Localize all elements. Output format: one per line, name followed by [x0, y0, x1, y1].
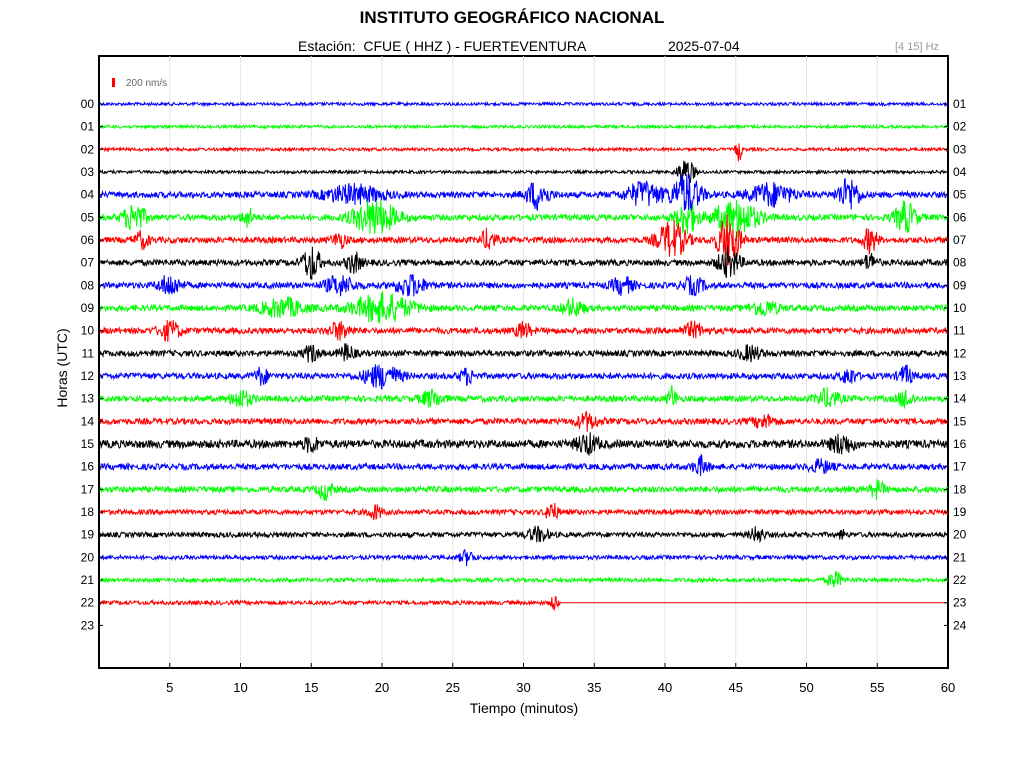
trace-hour-19	[99, 525, 948, 544]
x-tick-label: 25	[446, 680, 460, 695]
scale-bar-mark	[112, 78, 115, 87]
trace-hour-01	[99, 123, 949, 131]
y-tick-label-left: 04	[81, 188, 95, 202]
y-tick-label-right: 20	[953, 528, 967, 542]
y-tick-label-left: 17	[81, 482, 95, 496]
trace-hour-18	[99, 502, 949, 521]
y-tick-label-right: 03	[953, 142, 967, 156]
filter-band-label: [4 15] Hz	[895, 41, 940, 53]
y-tick-label-right: 21	[953, 550, 967, 564]
trace-hour-03	[99, 160, 949, 183]
trace-hour-20	[99, 548, 949, 567]
trace-hour-09	[99, 291, 948, 324]
y-tick-label-right: 23	[953, 596, 967, 610]
x-axis-label: Tiempo (minutos)	[469, 700, 579, 716]
trace-hour-04	[99, 174, 949, 213]
traces	[99, 100, 949, 611]
y-tick-label-left: 14	[81, 414, 95, 428]
chart-title: INSTITUTO GEOGRÁFICO NACIONAL	[359, 8, 665, 27]
y-tick-label-left: 19	[81, 528, 95, 542]
y-tick-label-right: 12	[953, 346, 967, 360]
trace-hour-02	[99, 143, 949, 162]
y-tick-label-right: 13	[953, 369, 967, 383]
y-tick-label-left: 12	[81, 369, 95, 383]
y-tick-label-right: 24	[953, 618, 967, 632]
x-tick-label: 15	[304, 680, 318, 695]
y-tick-label-right: 17	[953, 460, 967, 474]
y-tick-label-left: 13	[81, 392, 95, 406]
y-tick-label-right: 18	[953, 482, 967, 496]
x-tick-label: 50	[799, 680, 813, 695]
x-tick-label: 35	[587, 680, 601, 695]
trace-hour-10	[99, 319, 949, 343]
y-tick-label-left: 16	[81, 460, 95, 474]
x-tick-label: 30	[516, 680, 530, 695]
y-tick-label-right: 04	[953, 165, 967, 179]
y-tick-label-right: 05	[953, 188, 967, 202]
y-tick-label-left: 10	[81, 324, 95, 338]
y-tick-label-left: 05	[81, 210, 95, 224]
y-tick-label-left: 11	[82, 346, 95, 360]
y-tick-label-right: 22	[953, 573, 967, 587]
y-tick-label-left: 18	[81, 505, 95, 519]
y-tick-label-right: 01	[953, 97, 967, 111]
y-tick-label-right: 06	[953, 210, 967, 224]
x-tick-label: 55	[870, 680, 884, 695]
x-tick-label: 10	[233, 680, 247, 695]
y-tick-label-left: 20	[81, 550, 95, 564]
y-tick-label-right: 16	[953, 437, 967, 451]
trace-hour-11	[99, 343, 949, 363]
x-tick-label: 40	[658, 680, 672, 695]
y-tick-label-left: 07	[81, 256, 95, 270]
trace-hour-07	[99, 245, 948, 280]
trace-hour-15	[99, 432, 949, 456]
x-tick-label: 45	[729, 680, 743, 695]
grid-lines	[169, 56, 878, 668]
y-tick-label-left: 21	[81, 573, 95, 587]
y-tick-label-left: 01	[81, 120, 95, 134]
x-tick-label: 5	[166, 680, 173, 695]
trace-hour-06	[99, 214, 949, 266]
y-tick-label-left: 06	[81, 233, 95, 247]
y-tick-label-right: 02	[953, 120, 967, 134]
y-tick-label-left: 15	[81, 437, 95, 451]
trace-hour-08	[99, 273, 949, 297]
y-tick-label-left: 02	[81, 142, 95, 156]
y-tick-label-right: 09	[953, 278, 967, 292]
y-tick-label-left: 23	[81, 618, 95, 632]
y-tick-label-right: 19	[953, 505, 967, 519]
x-tick-label: 60	[941, 680, 955, 695]
y-tick-label-right: 11	[953, 324, 966, 338]
trace-hour-12	[99, 364, 949, 390]
trace-hour-05	[99, 199, 949, 238]
date-label: 2025-07-04	[668, 38, 740, 54]
y-tick-label-right: 07	[953, 233, 967, 247]
y-tick-label-left: 00	[81, 97, 95, 111]
x-tick-label: 20	[375, 680, 389, 695]
axis-ticks: 5 10 15 20 25 30 35 40 45 50 55 60 00 01 02 03 04 05 06 07 0…	[81, 97, 967, 695]
trace-hour-13	[99, 384, 949, 409]
y-tick-label-left: 08	[81, 278, 95, 292]
trace-hour-00	[99, 100, 949, 108]
y-tick-label-right: 10	[953, 301, 967, 315]
station-label: Estación: CFUE ( HHZ ) - FUERTEVENTURA	[298, 38, 587, 54]
y-tick-label-right: 08	[953, 256, 967, 270]
scale-bar-label: 200 nm/s	[126, 78, 167, 89]
y-tick-label-left: 03	[81, 165, 95, 179]
y-tick-label-right: 14	[953, 392, 967, 406]
trace-hour-21	[99, 570, 949, 588]
scale-bar: 200 nm/s	[112, 78, 167, 89]
trace-hour-16	[99, 453, 949, 477]
y-tick-label-right: 15	[953, 414, 967, 428]
trace-hour-22	[99, 595, 561, 611]
y-tick-label-left: 09	[81, 301, 95, 315]
y-tick-label-left: 22	[81, 596, 95, 610]
trace-hour-14	[99, 410, 949, 432]
trace-hour-17	[99, 479, 949, 501]
